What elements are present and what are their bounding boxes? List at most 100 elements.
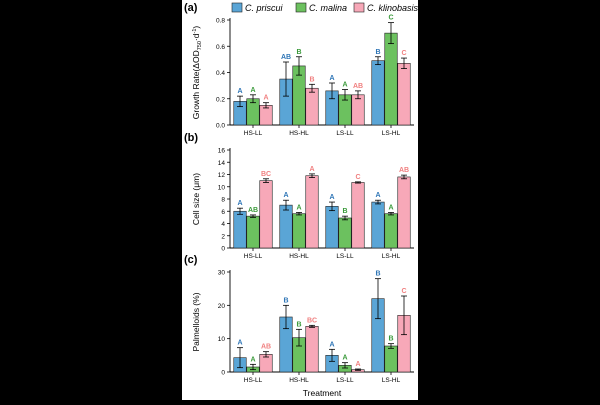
significance-letter: A (309, 166, 314, 173)
x-axis-label: Treatment (303, 388, 342, 398)
bar (305, 87, 319, 126)
bar (371, 60, 385, 126)
significance-letter: B (388, 336, 393, 343)
y-axis-label: Cell size (μm) (191, 173, 201, 225)
significance-letter: A (237, 88, 242, 95)
x-tick-label: HS-HL (289, 377, 309, 384)
significance-letter: A (237, 200, 242, 207)
significance-letter: B (342, 208, 347, 215)
significance-letter: A (355, 361, 360, 368)
bar (397, 63, 411, 126)
x-tick-label: HS-LL (244, 130, 263, 137)
bar (246, 215, 260, 249)
significance-letter: A (250, 87, 255, 94)
significance-letter: AB (399, 167, 409, 174)
significance-letter: A (329, 75, 334, 82)
y-tick-label: 16 (218, 148, 226, 155)
bar (233, 210, 247, 249)
legend-swatch (295, 2, 307, 13)
significance-letter: AB (248, 207, 258, 214)
legend-label: C. priscui (245, 3, 284, 13)
legend-label: C. klinobasis (367, 3, 418, 13)
bar (371, 201, 385, 249)
panel-label: (c) (184, 254, 198, 266)
y-axis-label: Growth Rate(ΔOD750·d-1) (191, 26, 203, 120)
significance-letter: AB (261, 344, 271, 351)
legend-swatch (353, 2, 365, 13)
significance-letter: A (342, 82, 347, 89)
significance-letter: A (283, 192, 288, 199)
y-tick-label: 10 (218, 336, 226, 343)
y-tick-label: 0 (221, 370, 225, 377)
significance-letter: C (355, 174, 360, 181)
significance-letter: A (342, 355, 347, 362)
y-tick-label: 6 (221, 209, 225, 216)
y-tick-label: 2 (221, 233, 225, 240)
x-tick-label: LS-HL (382, 130, 401, 137)
bar (305, 175, 319, 249)
significance-letter: A (375, 192, 380, 199)
x-tick-label: HS-LL (244, 377, 263, 384)
bar (292, 213, 306, 249)
significance-letter: BC (307, 317, 317, 324)
bar (305, 326, 319, 373)
bar (384, 213, 398, 249)
significance-letter: B (309, 76, 314, 83)
panel-label: (b) (184, 132, 198, 144)
bar (384, 32, 398, 126)
significance-letter: B (296, 321, 301, 328)
x-tick-label: LS-HL (382, 253, 401, 260)
y-tick-label: 0.6 (216, 44, 225, 51)
y-tick-label: 10 (218, 184, 226, 191)
bar (338, 217, 352, 249)
figure: C. priscui C. malina C. klinobasis (a) Growt… (182, 0, 419, 400)
significance-letter: C (401, 50, 406, 57)
y-tick-label: 30 (218, 270, 226, 277)
x-tick-label: HS-HL (289, 130, 309, 137)
y-tick-label: 8 (221, 197, 225, 204)
chart-figure: C. priscui C. malina C. klinobasis (a) Growt… (184, 2, 419, 398)
x-tick-label: HS-LL (244, 253, 263, 260)
significance-letter: A (388, 204, 393, 211)
y-tick-label: 0.4 (216, 70, 225, 77)
significance-letter: A (329, 194, 334, 201)
y-tick-label: 20 (218, 303, 226, 310)
y-axis-label: Palmelloids (%) (191, 292, 201, 351)
y-tick-label: 4 (221, 221, 225, 228)
bar (259, 180, 273, 249)
significance-letter: B (296, 49, 301, 56)
bar (351, 182, 365, 249)
legend-label: C. malina (309, 3, 347, 13)
significance-letter: AB (281, 54, 291, 61)
x-tick-label: LS-LL (336, 377, 354, 384)
bar (325, 206, 339, 249)
significance-letter: B (375, 49, 380, 56)
x-tick-label: LS-LL (336, 253, 354, 260)
significance-letter: AB (353, 83, 363, 90)
significance-letter: B (375, 271, 380, 278)
y-tick-label: 0.8 (216, 18, 225, 25)
significance-letter: A (329, 341, 334, 348)
significance-letter: C (388, 15, 393, 22)
x-tick-label: HS-HL (289, 253, 309, 260)
y-tick-label: 12 (218, 172, 226, 179)
y-tick-label: 0 (221, 246, 225, 253)
significance-letter: C (401, 288, 406, 295)
bar (384, 345, 398, 373)
panel-label: (a) (184, 2, 198, 14)
x-tick-label: LS-LL (336, 130, 354, 137)
y-tick-label: 14 (218, 160, 226, 167)
legend-swatch (231, 2, 243, 13)
y-tick-label: 0.2 (216, 96, 225, 103)
significance-letter: A (250, 356, 255, 363)
bar (351, 94, 365, 126)
significance-letter: A (296, 204, 301, 211)
significance-letter: A (237, 340, 242, 347)
bar (397, 176, 411, 249)
significance-letter: BC (261, 171, 271, 178)
significance-letter: B (283, 297, 288, 304)
y-tick-label: 0.0 (216, 123, 225, 130)
significance-letter: A (263, 95, 268, 102)
x-tick-label: LS-HL (382, 377, 401, 384)
bar (279, 204, 293, 249)
